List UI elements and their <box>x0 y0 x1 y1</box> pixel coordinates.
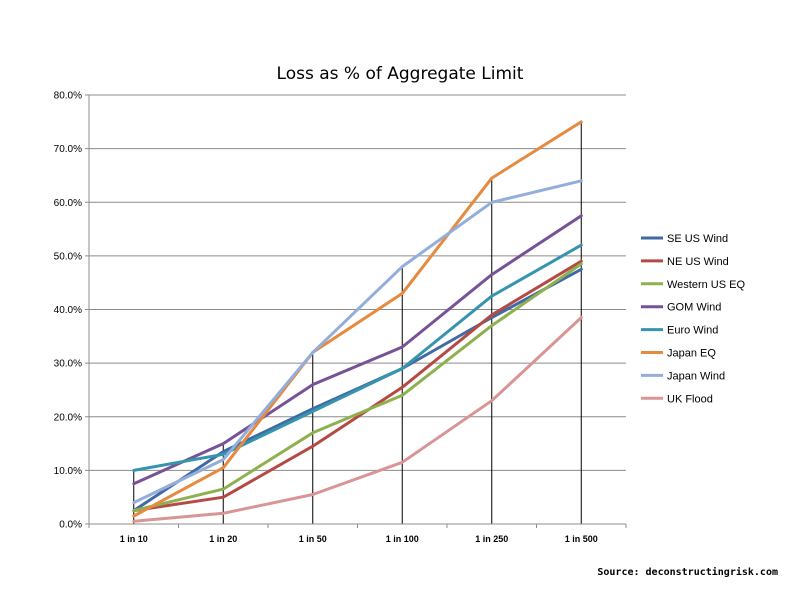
series-line <box>132 316 583 523</box>
series-line <box>132 259 583 513</box>
x-tick-label: 1 in 250 <box>475 534 508 544</box>
x-tick-label: 1 in 100 <box>386 534 419 544</box>
source-note: Source: deconstructingrisk.com <box>597 567 778 578</box>
y-tick-label: 80.0% <box>54 91 82 102</box>
series-lines <box>132 120 583 523</box>
y-tick-label: 60.0% <box>54 198 82 209</box>
legend-entry: UK Flood <box>667 393 713 405</box>
series-line <box>132 120 583 518</box>
x-tick-label: 1 in 20 <box>209 534 237 544</box>
chart-title: Loss as % of Aggregate Limit <box>277 64 524 84</box>
legend-entry: GOM Wind <box>667 302 721 314</box>
series-line <box>132 243 583 472</box>
legend-entry: Japan Wind <box>667 370 725 382</box>
y-tick-label: 30.0% <box>54 359 82 370</box>
axes <box>88 95 627 528</box>
legend-entry: SE US Wind <box>667 233 728 245</box>
legend-entry: Euro Wind <box>667 325 718 337</box>
y-tick-label: 40.0% <box>54 305 82 316</box>
series-line <box>132 214 583 486</box>
x-tick-label: 1 in 500 <box>565 534 598 544</box>
y-tick-label: 10.0% <box>54 466 82 477</box>
y-tick-label: 70.0% <box>54 144 82 155</box>
x-tick-label: 1 in 50 <box>299 534 327 544</box>
x-tick-label: 1 in 10 <box>120 534 148 544</box>
y-axis-tick-labels: 0.0% 10.0% 20.0% 30.0% 40.0% 50.0% 60.0% 70.0% 8… <box>54 91 82 531</box>
y-tick-label: 20.0% <box>54 412 82 423</box>
legend-entry: Western US EQ <box>667 279 745 291</box>
legend-entry: Japan EQ <box>667 348 716 360</box>
legend: SE US Wind NE US Wind Western US EQ GOM Win… <box>641 233 745 405</box>
y-tick-label: 50.0% <box>54 251 82 262</box>
legend-entry: NE US Wind <box>667 256 729 268</box>
y-tick-label: 0.0% <box>59 520 82 531</box>
series-line <box>132 179 583 505</box>
series-line <box>132 262 583 513</box>
x-axis-tick-labels: 1 in 10 1 in 20 1 in 50 1 in 100 1 in 250 1 i… <box>120 534 598 544</box>
